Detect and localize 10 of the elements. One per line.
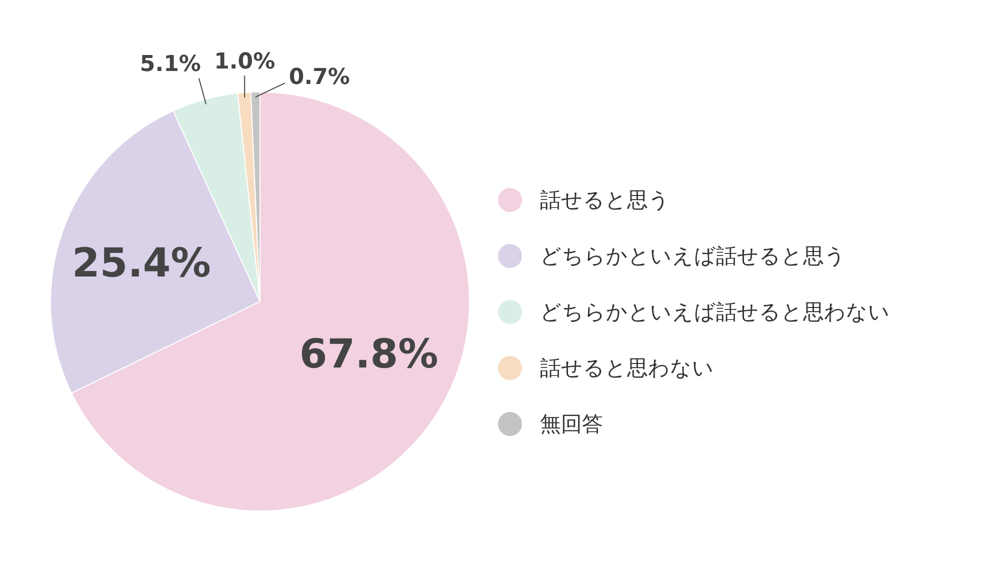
legend-label: どちらかといえば話せると思う [540,243,846,270]
legend-label: 無回答 [540,411,603,438]
data-label: 0.7% [288,64,350,90]
data-label: 67.8% [299,331,438,378]
legend-label: 話せると思う [540,187,670,214]
data-label: 1.0% [214,49,276,74]
legend-label: 話せると思わない [540,355,714,382]
data-label: 25.4% [72,240,211,286]
data-label: 5.1% [140,52,201,77]
legend-label: どちらかといえば話せると思わない [540,299,890,326]
